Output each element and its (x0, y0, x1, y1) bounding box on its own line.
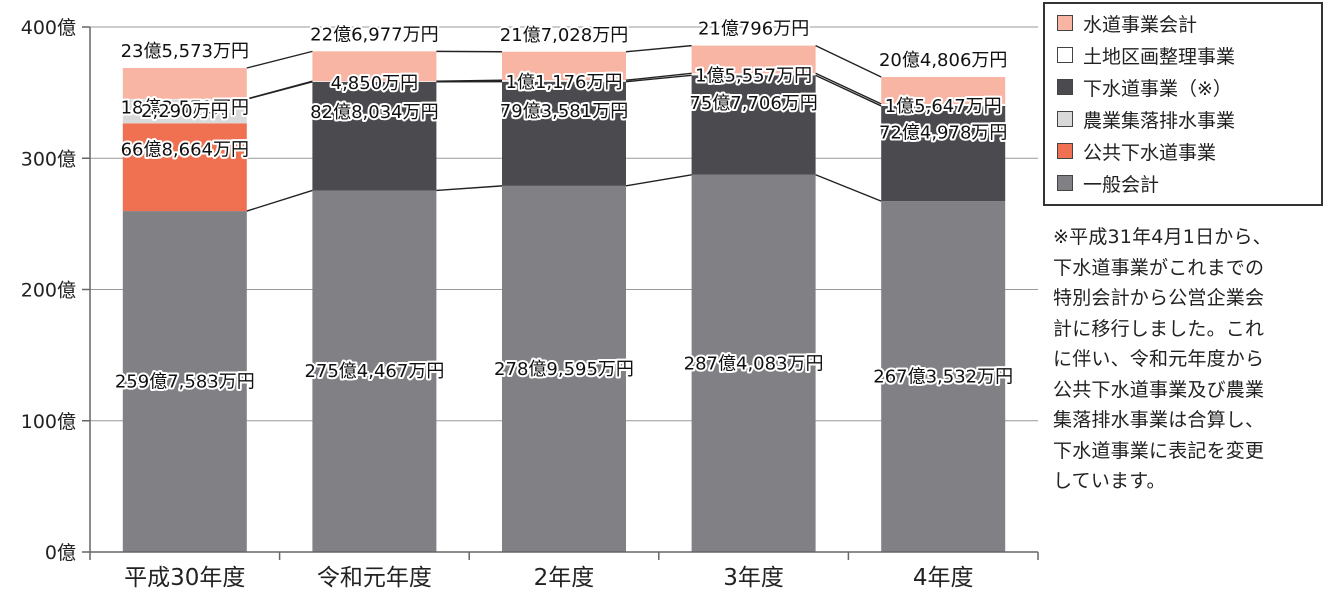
x-tick-label: 平成30年度 (124, 565, 245, 591)
bar-segment (312, 190, 437, 553)
data-label: 4,850万円 (331, 73, 419, 94)
connector-line (815, 72, 882, 105)
legend-label-general-account: 一般会計 (1083, 173, 1160, 196)
legend-swatch-sewerage (1057, 79, 1073, 95)
bar-segment (691, 174, 816, 552)
data-label: 1億1,176万円 (506, 72, 623, 93)
connector-line (625, 174, 692, 187)
data-label: 267億3,532万円 (873, 367, 1013, 388)
connector-line (246, 189, 313, 212)
bar-segment (122, 123, 247, 212)
bar-segment (691, 73, 816, 76)
data-label: 75億7,706万円 (689, 93, 817, 114)
connector-line (625, 74, 692, 83)
x-tick-label: 2年度 (534, 565, 595, 591)
connector-line (815, 44, 882, 78)
data-label: 79億3,581万円 (500, 101, 628, 122)
connector-line (815, 74, 882, 107)
legend-swatch-land-readjustment (1057, 47, 1073, 63)
connector-line (436, 185, 503, 192)
legend-swatch-general-account (1057, 175, 1073, 191)
chart-footnote: ※平成31年4月1日から、 下水道事業がこれまでの 特別会計から公営企業会 計に… (1053, 226, 1272, 492)
data-label: 66億8,664万円 (121, 140, 249, 161)
bar-segment (122, 211, 247, 552)
bar-segment (122, 67, 247, 99)
x-tick-label: 4年度 (913, 565, 974, 591)
connector-line (625, 72, 692, 81)
bar-segment (502, 185, 626, 552)
connector-line (246, 80, 313, 100)
bar-segment (881, 77, 1006, 104)
legend-swatch-rural-drainage (1057, 111, 1073, 127)
connector-line (625, 44, 692, 53)
legend-item-public-sewerage: 公共下水道事業 (1057, 136, 1216, 166)
y-tick-label: 400億 (21, 17, 76, 39)
data-label: 278億9,595万円 (494, 359, 634, 380)
data-label: 18億3,571万円 (121, 97, 249, 118)
bar-segment (691, 75, 816, 175)
legend-label-sewerage: 下水道事業（※） (1083, 77, 1232, 100)
legend-label-rural-drainage: 農業集落排水事業 (1083, 109, 1236, 132)
bar-segment (312, 81, 437, 82)
data-label: 287億4,083万円 (684, 353, 824, 374)
data-label: 22億6,977万円 (310, 24, 438, 45)
bar-segment (881, 105, 1006, 202)
y-tick-label: 200億 (21, 280, 76, 302)
legend-item-general-account: 一般会計 (1057, 168, 1159, 198)
data-label: 82億8,034万円 (310, 102, 438, 123)
data-label: 21億796万円 (698, 19, 809, 40)
bar-segment (502, 81, 626, 186)
data-label: 23億5,573万円 (121, 41, 249, 62)
legend-item-sewerage: 下水道事業（※） (1057, 72, 1232, 102)
y-tick-label: 300億 (21, 148, 76, 170)
bar-segment (502, 80, 626, 82)
bar-segment (881, 103, 1006, 106)
legend-swatch-water (1057, 15, 1073, 31)
connector-line (436, 79, 503, 82)
data-label: 2,290万円 (141, 101, 229, 122)
legend-label-land-readjustment: 土地区画整理事業 (1083, 45, 1236, 68)
data-label: 1億5,557万円 (695, 65, 812, 86)
chart-legend: 水道事業会計 土地区画整理事業 下水道事業（※） 農業集落排水事業 公共下水道事… (1043, 2, 1323, 206)
bar-segment (312, 51, 437, 82)
data-label: 275億4,467万円 (304, 361, 444, 382)
legend-item-land-readjustment: 土地区画整理事業 (1057, 40, 1235, 70)
bar-segment (312, 81, 437, 191)
data-label: 259億7,583万円 (115, 372, 255, 393)
connector-line (815, 174, 882, 202)
bar-segment (691, 45, 816, 74)
data-label: 21億7,028万円 (500, 25, 628, 46)
x-tick-label: 3年度 (723, 565, 784, 591)
bar-segment (122, 99, 247, 124)
legend-label-public-sewerage: 公共下水道事業 (1083, 141, 1217, 164)
y-tick-label: 100億 (21, 411, 76, 433)
connector-line (246, 50, 313, 69)
y-tick-label: 0億 (45, 542, 76, 564)
legend-item-water: 水道事業会計 (1057, 8, 1197, 38)
bar-segment (502, 51, 626, 81)
legend-item-rural-drainage: 農業集落排水事業 (1057, 104, 1235, 134)
data-label: 20億4,806万円 (879, 50, 1007, 71)
data-label: 72億4,978万円 (879, 123, 1007, 144)
x-tick-label: 令和元年度 (317, 565, 432, 591)
bar-segment (881, 201, 1006, 552)
legend-label-water: 水道事業会計 (1083, 13, 1198, 36)
data-label: 1億5,647万円 (885, 96, 1002, 117)
legend-swatch-public-sewerage (1057, 143, 1073, 159)
